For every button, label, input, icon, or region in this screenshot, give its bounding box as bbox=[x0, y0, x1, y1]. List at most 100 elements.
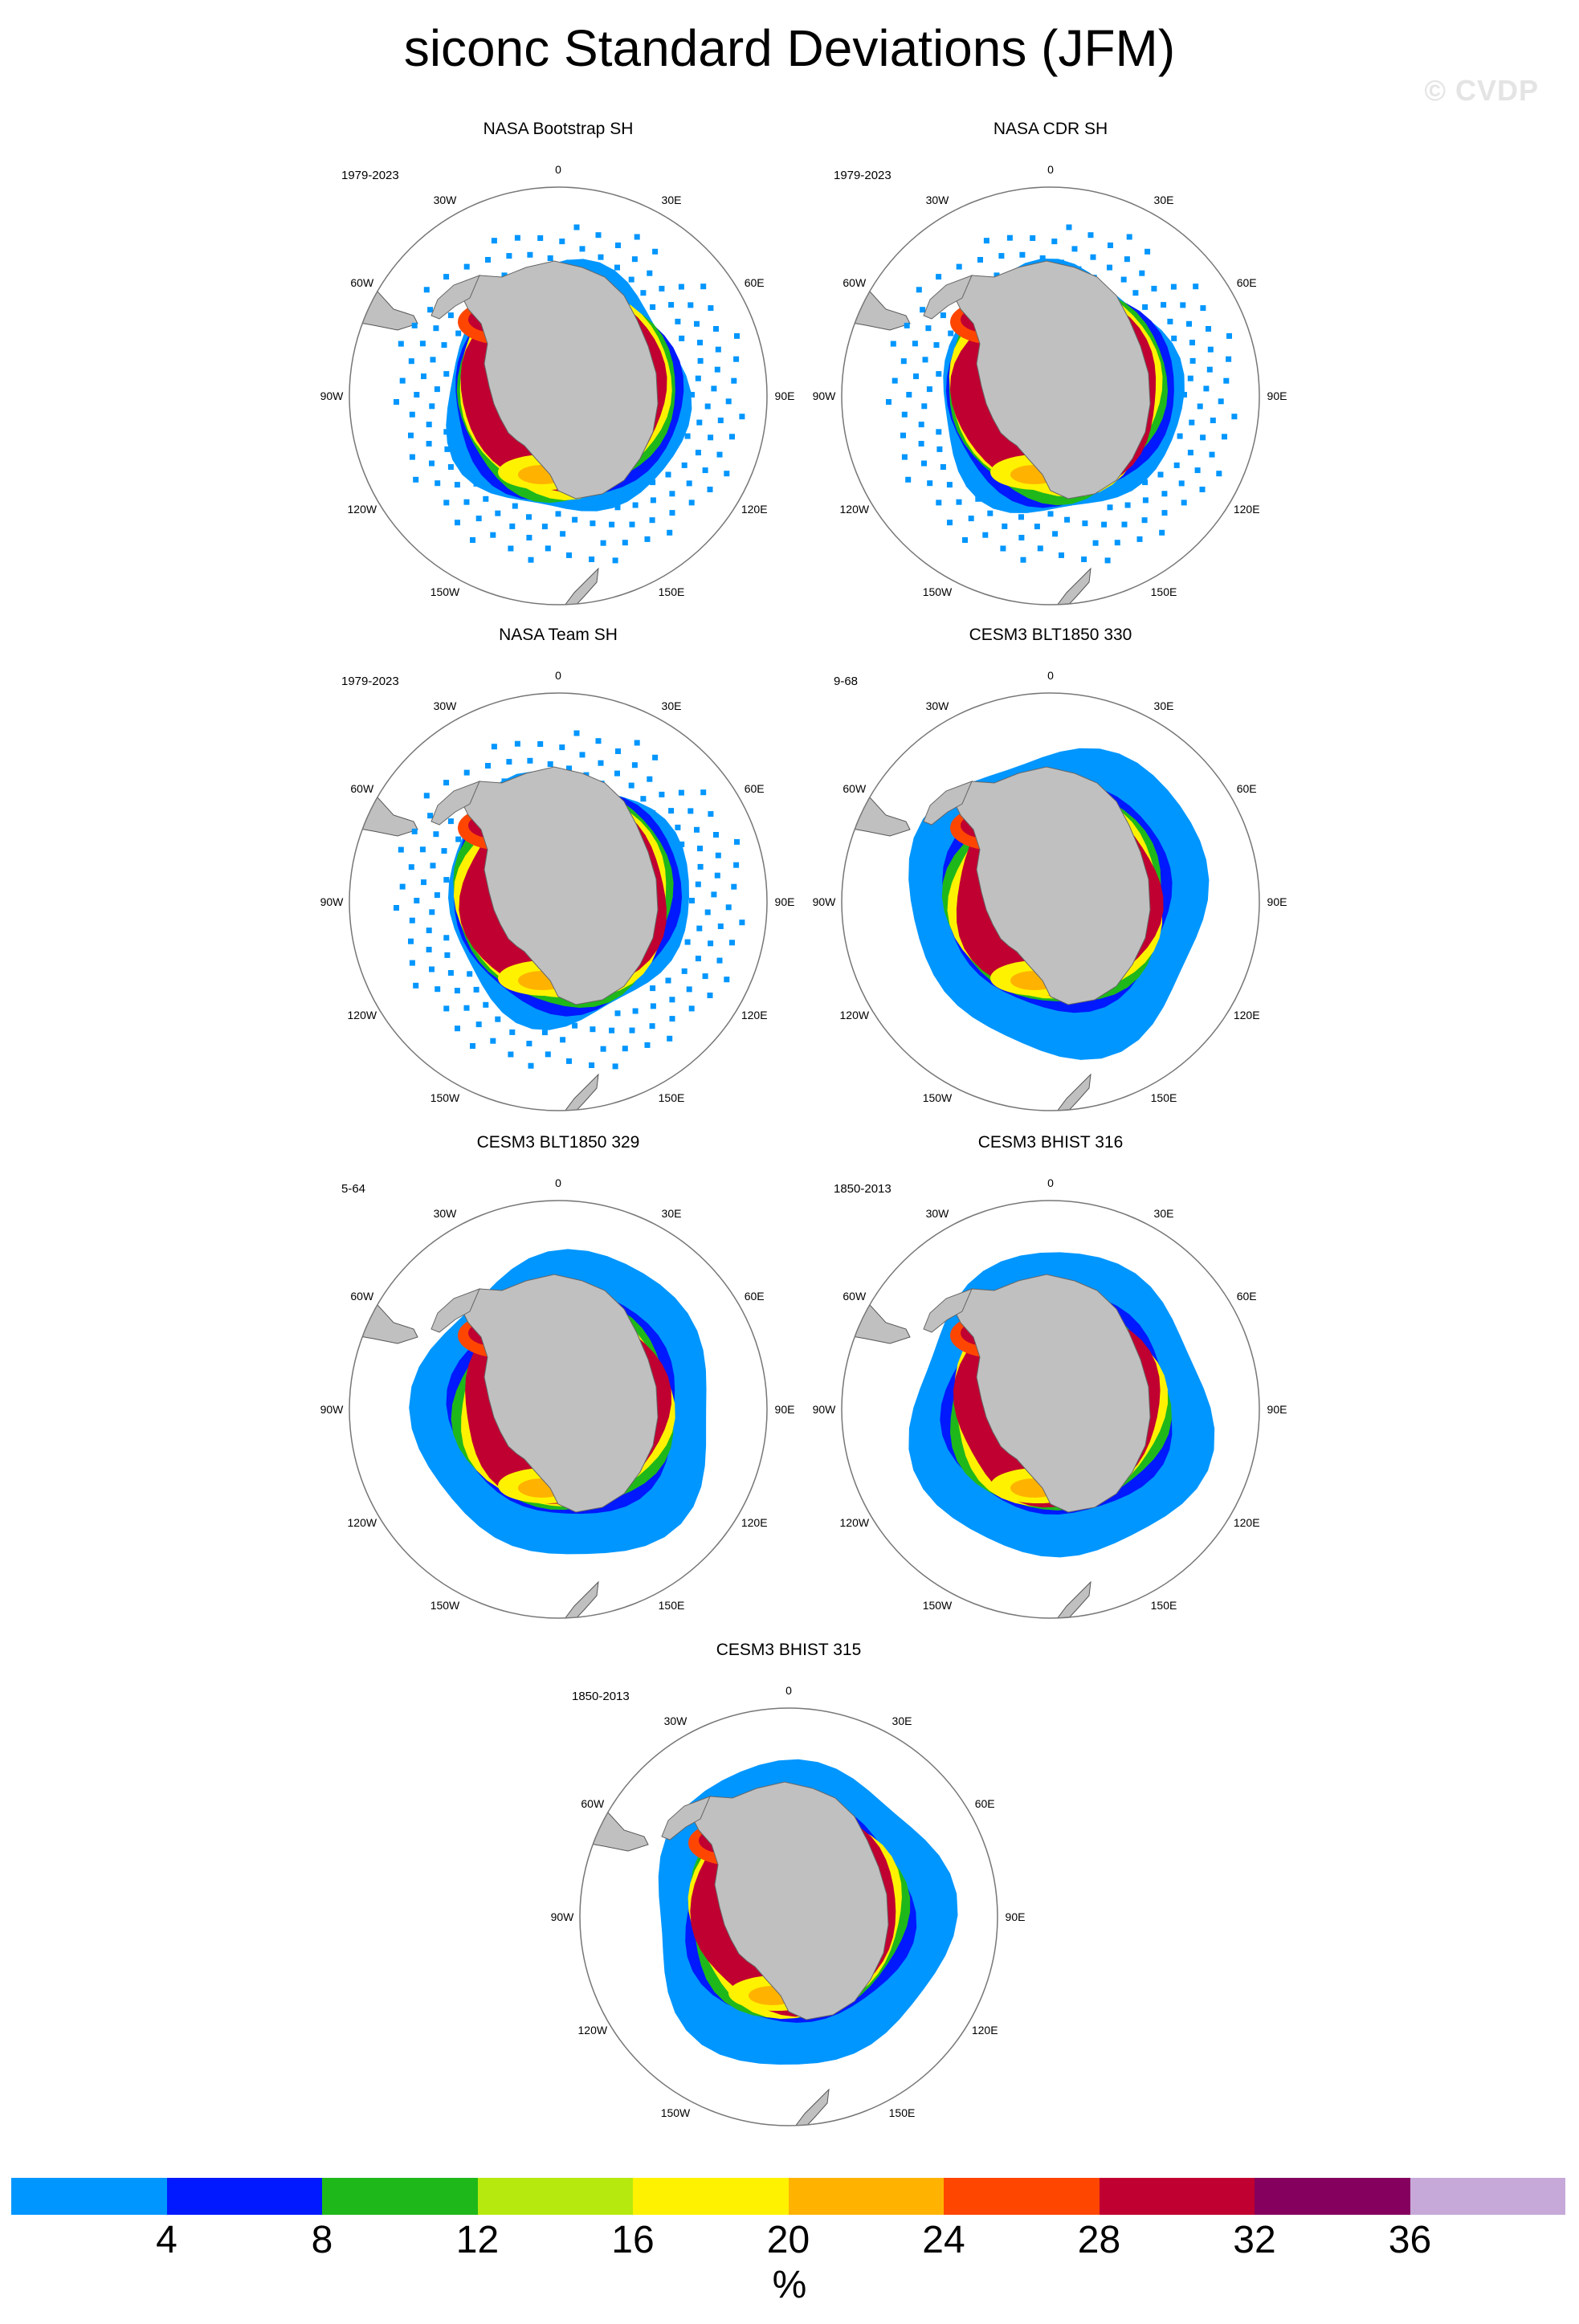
ice-speckle bbox=[1231, 414, 1238, 420]
ice-speckle bbox=[926, 386, 932, 393]
ice-speckle bbox=[595, 738, 602, 744]
ice-speckle bbox=[631, 762, 638, 769]
colorbar-cell bbox=[11, 2178, 167, 2215]
ice-speckle bbox=[650, 479, 656, 486]
ice-speckle bbox=[665, 977, 671, 984]
longitude-label: 150W bbox=[661, 2106, 691, 2119]
ice-speckle bbox=[1052, 531, 1059, 537]
longitude-label: 60E bbox=[1237, 782, 1257, 795]
ice-speckle bbox=[421, 373, 426, 380]
ice-speckle bbox=[659, 791, 665, 797]
ice-speckle bbox=[1206, 326, 1211, 332]
longitude-label: 60E bbox=[975, 1797, 995, 1810]
ice-speckle bbox=[408, 864, 414, 870]
colorbar-tick-label: 8 bbox=[311, 2219, 333, 2261]
longitude-label: 60W bbox=[843, 782, 867, 795]
ice-speckle bbox=[1186, 320, 1192, 327]
ice-speckle bbox=[527, 251, 533, 258]
colorbar-cell bbox=[1099, 2178, 1255, 2215]
ice-speckle bbox=[419, 846, 426, 853]
ice-speckle bbox=[622, 1046, 628, 1052]
ice-speckle bbox=[615, 748, 621, 754]
ice-speckle bbox=[1101, 521, 1108, 528]
map-boundary bbox=[349, 1200, 768, 1619]
longitude-label: 90W bbox=[813, 1403, 837, 1416]
ice-speckle bbox=[1051, 239, 1058, 245]
ice-speckle bbox=[463, 769, 470, 776]
ice-speckle bbox=[1104, 557, 1111, 564]
ice-speckle bbox=[702, 973, 708, 980]
ice-speckle bbox=[447, 970, 454, 976]
ice-speckle bbox=[669, 1016, 675, 1022]
ice-speckle bbox=[628, 782, 634, 789]
ice-speckle bbox=[485, 257, 491, 263]
ice-speckle bbox=[427, 307, 434, 313]
longitude-label: 90W bbox=[813, 895, 837, 908]
ice-speckle bbox=[1181, 499, 1187, 506]
ice-speckle bbox=[473, 986, 479, 993]
ice-speckle bbox=[527, 757, 533, 764]
ice-speckle bbox=[733, 862, 740, 868]
panel-title: NASA Bootstrap SH bbox=[483, 120, 634, 138]
map-panel-cesm3-blt1850-329: CESM3 BLT1850 329 5-64 0 30E 60E 90E 120E 150… bbox=[269, 1132, 847, 1630]
longitude-label: 60W bbox=[843, 276, 867, 289]
longitude-label: 30W bbox=[434, 194, 458, 206]
ice-speckle bbox=[689, 392, 695, 398]
ice-speckle bbox=[413, 982, 419, 989]
ice-speckle bbox=[739, 919, 745, 926]
ice-speckle bbox=[1018, 535, 1025, 540]
ice-speckle bbox=[495, 510, 501, 516]
antarctic-peninsula bbox=[923, 1288, 973, 1333]
colorbar-tick-label: 36 bbox=[1388, 2219, 1432, 2261]
ice-speckle bbox=[589, 557, 595, 562]
ice-speckle bbox=[541, 1029, 548, 1036]
ice-speckle bbox=[977, 257, 983, 263]
ice-speckle bbox=[678, 283, 684, 290]
ice-speckle bbox=[408, 938, 414, 944]
ice-speckle bbox=[912, 340, 918, 347]
ice-speckle bbox=[560, 531, 566, 537]
ice-speckle bbox=[925, 325, 932, 332]
ice-speckle bbox=[1136, 536, 1143, 542]
polar-map: 0 30E 60E 90E 120E 150E 180 150W 120W 90W 60W 30W bbox=[320, 163, 795, 617]
colorbar-cell bbox=[477, 2178, 633, 2215]
longitude-label: 90E bbox=[1267, 895, 1287, 908]
ice-speckle bbox=[528, 557, 534, 563]
ice-speckle bbox=[900, 358, 907, 365]
ice-speckle bbox=[1114, 540, 1120, 546]
ice-speckle bbox=[526, 1041, 532, 1046]
ice-speckle bbox=[920, 307, 926, 313]
longitude-label: 150E bbox=[1151, 585, 1177, 598]
longitude-label: 30W bbox=[434, 1207, 458, 1220]
longitude-label: 90W bbox=[320, 1403, 345, 1416]
longitude-label: 120E bbox=[972, 2024, 998, 2037]
ice-speckle bbox=[559, 744, 565, 751]
panel-title: NASA Team SH bbox=[499, 626, 618, 644]
antarctica-land bbox=[463, 260, 659, 499]
ice-speckle bbox=[512, 503, 518, 509]
longitude-label: 90E bbox=[1006, 1910, 1026, 1923]
new-zealand-land bbox=[792, 2088, 830, 2126]
ice-speckle bbox=[455, 330, 462, 336]
map-boundary bbox=[841, 186, 1260, 605]
ice-speckle bbox=[1203, 385, 1210, 392]
longitude-label: 90W bbox=[813, 389, 837, 402]
ice-speckle bbox=[715, 346, 721, 353]
antarctica-land bbox=[463, 766, 659, 1005]
longitude-label: 30W bbox=[926, 699, 950, 712]
colorbar-cell bbox=[1410, 2178, 1565, 2215]
ice-speckle bbox=[409, 917, 415, 923]
new-zealand-land bbox=[561, 1580, 599, 1618]
ice-speckle bbox=[632, 1008, 639, 1014]
ice-speckle bbox=[729, 434, 735, 440]
panel-period: 1850-2013 bbox=[834, 1182, 892, 1196]
ice-speckle bbox=[545, 545, 551, 552]
ice-speckle bbox=[1142, 479, 1149, 486]
ice-speckle bbox=[679, 335, 685, 341]
ice-speckle bbox=[1223, 377, 1230, 384]
ice-speckle bbox=[426, 422, 432, 428]
ice-speckle bbox=[1108, 243, 1113, 248]
ice-speckle bbox=[1019, 251, 1026, 258]
ice-speckle bbox=[688, 1005, 695, 1012]
ice-speckle bbox=[1161, 510, 1168, 516]
